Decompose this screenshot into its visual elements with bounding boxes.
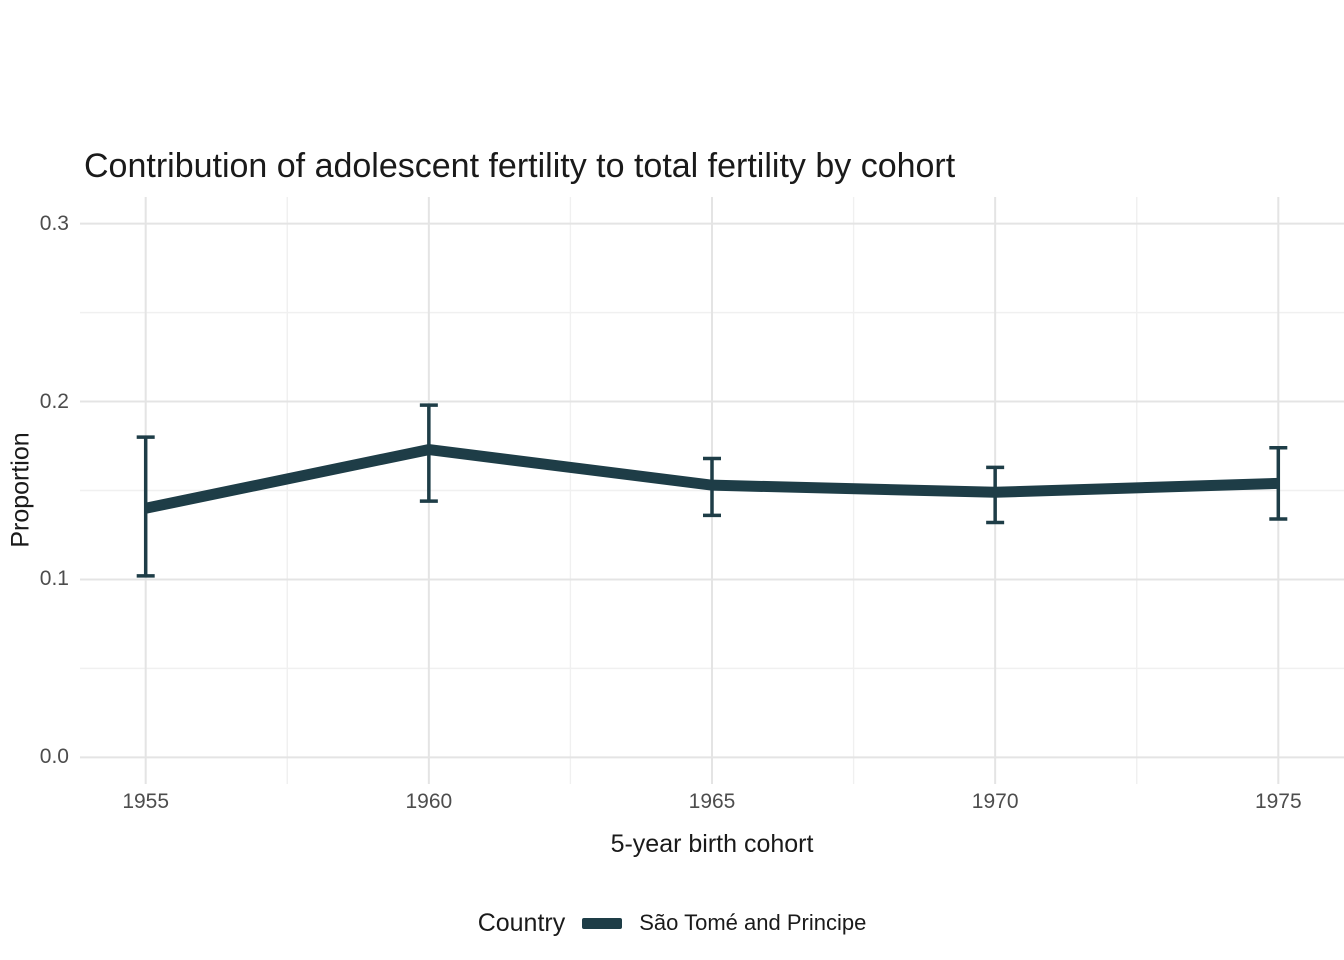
y-tick-label: 0.0 [39, 745, 69, 769]
data-line [144, 444, 1279, 514]
x-axis-title: 5-year birth cohort [610, 830, 814, 858]
legend-title: Country [477, 908, 566, 937]
legend: Country São Tomé and Principe [0, 905, 1344, 941]
x-tick-label: 1960 [405, 790, 453, 813]
chart-title: Contribution of adolescent fertility to … [84, 147, 956, 185]
y-tick-label: 0.3 [39, 211, 69, 235]
x-tick-label: 1955 [122, 790, 170, 813]
x-tick-label: 1965 [688, 790, 736, 813]
legend-series-label: São Tomé and Principe [639, 910, 867, 935]
x-tick-label: 1975 [1254, 790, 1302, 813]
legend-line-swatch [582, 917, 623, 929]
x-tick-label: 1970 [971, 790, 1019, 813]
y-tick-label: 0.1 [39, 567, 69, 591]
y-tick-label: 0.2 [39, 389, 69, 413]
